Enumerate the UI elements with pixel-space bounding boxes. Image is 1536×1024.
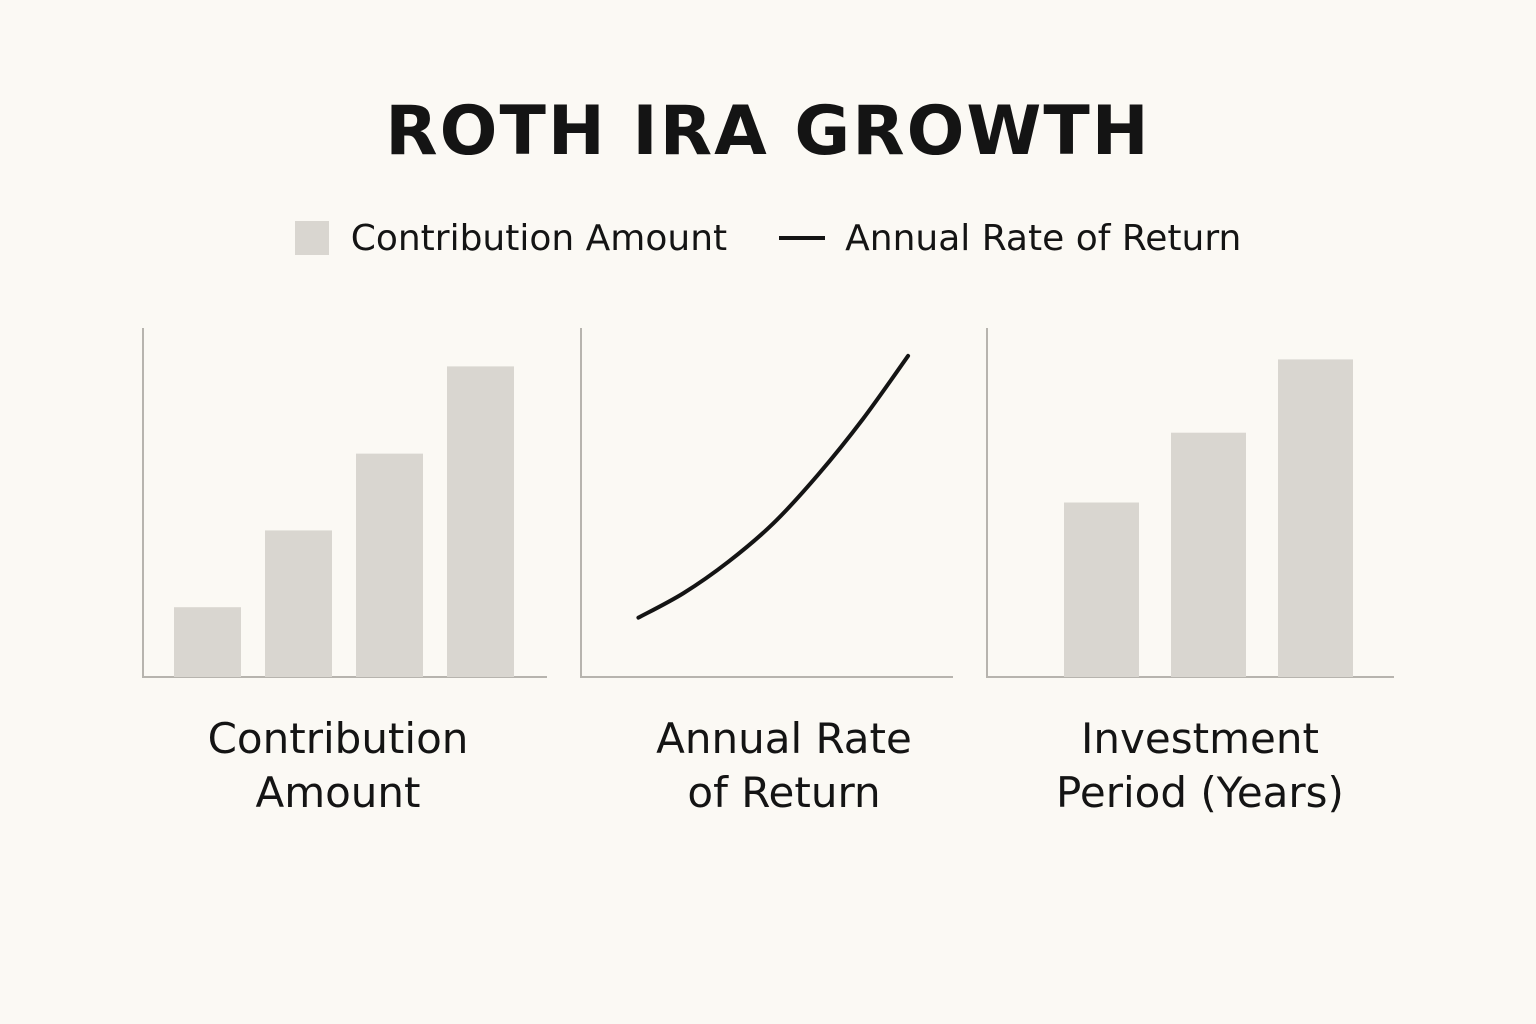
bar	[265, 530, 332, 677]
rate-of-return-chart	[580, 328, 953, 678]
bar	[356, 453, 423, 677]
series-line	[636, 353, 911, 620]
legend-label-return: Annual Rate of Return	[845, 217, 1242, 259]
legend-item-return: Annual Rate of Return	[779, 218, 1241, 259]
bar	[447, 366, 514, 677]
rate-axis-label: Annual Rate of Return	[656, 714, 912, 817]
legend-bar-swatch	[294, 221, 329, 255]
bar	[1064, 502, 1139, 677]
legend-label-contribution: Contribution Amount	[350, 217, 728, 259]
chart-title: ROTH IRA GROWTH	[385, 92, 1151, 171]
bar	[1278, 359, 1353, 677]
contribution-chart	[142, 328, 547, 678]
bar	[1171, 432, 1246, 677]
panel-rate-of-return	[580, 328, 953, 680]
legend: Contribution Amount Annual Rate of Retur…	[0, 216, 1536, 260]
panel-contribution	[142, 328, 547, 680]
panel-investment-period	[986, 328, 1394, 680]
investment-period-chart	[986, 328, 1394, 678]
bar	[174, 607, 241, 677]
contribution-axis-label: Contribution Amount	[207, 714, 469, 817]
legend-line-swatch	[779, 236, 826, 240]
period-axis-label: Investment Period (Years)	[1056, 714, 1344, 817]
legend-item-contribution: Contribution Amount	[294, 217, 728, 259]
